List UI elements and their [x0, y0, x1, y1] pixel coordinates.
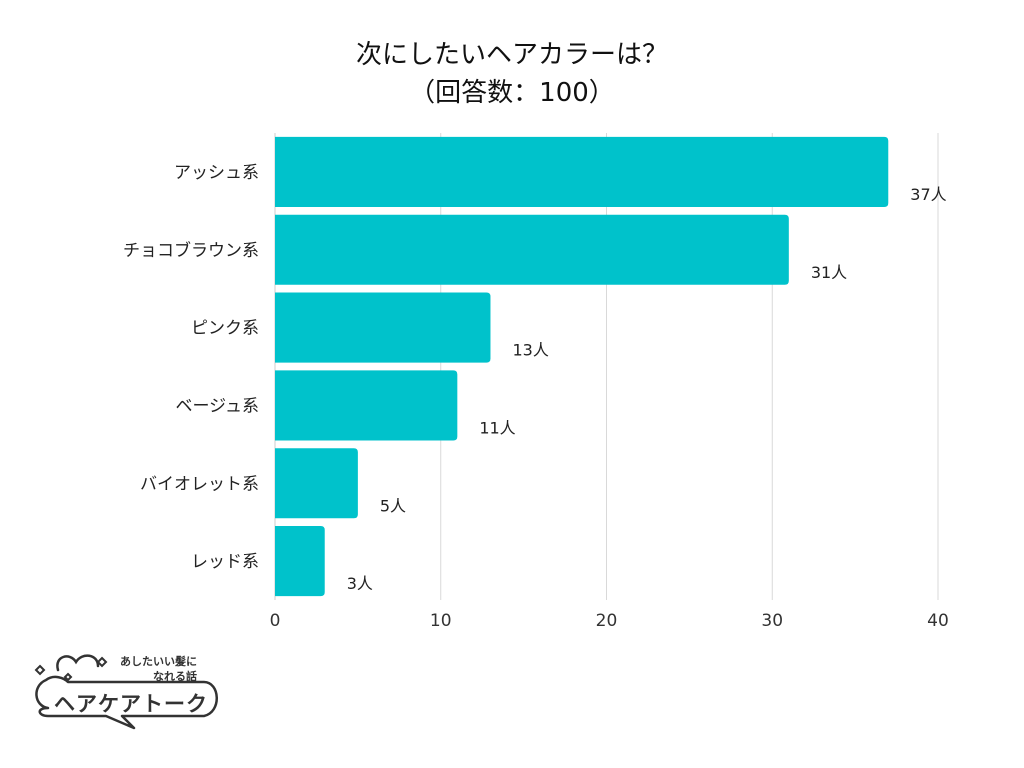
x-tick-label: 40 [927, 611, 949, 631]
data-label: 31人 [811, 263, 847, 282]
bar [275, 370, 458, 441]
data-label: 37人 [910, 185, 946, 204]
data-label: 3人 [347, 574, 373, 593]
bar [275, 292, 491, 363]
bar [275, 448, 358, 519]
brand-logo: あしたいい髪に なれる話 ヘアケアトーク [24, 648, 224, 738]
x-tick-label: 10 [430, 611, 452, 631]
bar [275, 136, 889, 207]
data-label: 5人 [380, 496, 406, 515]
x-tick-label: 0 [270, 611, 281, 631]
category-label: ピンク系 [191, 319, 259, 339]
chart-title: 次にしたいヘアカラーは？ [355, 40, 668, 70]
chart-title-block: 次にしたいヘアカラーは？ （回答数：100） [0, 36, 1024, 112]
data-label: 11人 [479, 418, 515, 437]
category-label: アッシュ系 [174, 163, 259, 183]
logo-tagline-line2: なれる話 [153, 670, 197, 683]
bar [275, 526, 325, 597]
logo-tagline: あしたいい髪に なれる話 [120, 654, 197, 684]
x-tick-label: 20 [596, 611, 618, 631]
logo-name: ヘアケアトーク [54, 692, 208, 716]
bar [275, 214, 789, 285]
x-tick-label: 30 [761, 611, 783, 631]
speech-bubble-icon [34, 654, 218, 730]
data-label: 13人 [512, 341, 548, 360]
category-label: チョコブラウン系 [123, 240, 259, 261]
category-label: レッド系 [191, 552, 259, 572]
category-label: バイオレット系 [140, 474, 259, 494]
logo-tagline-line1: あしたいい髪に [120, 655, 197, 668]
category-label: ベージュ系 [176, 396, 259, 416]
chart-subtitle: （回答数：100） [409, 78, 615, 108]
